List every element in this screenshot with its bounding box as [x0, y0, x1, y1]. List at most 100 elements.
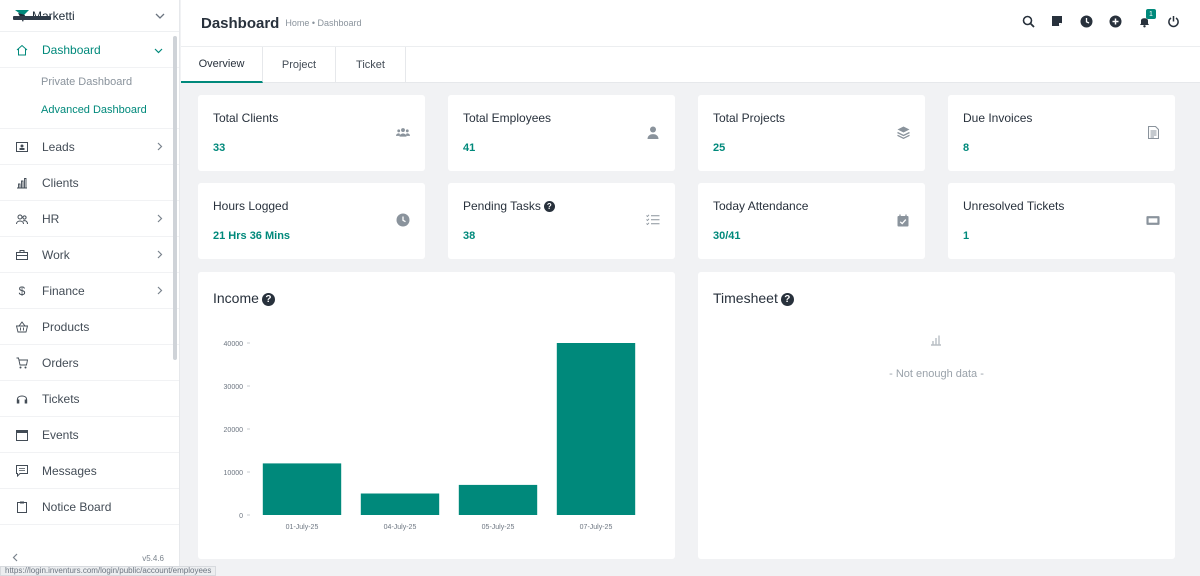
timesheet-card: Timesheet? - Not enough data - [698, 272, 1175, 559]
stat-card-total-employees[interactable]: Total Employees 41 [448, 95, 675, 171]
help-icon[interactable]: ? [780, 293, 794, 306]
calendar-check-icon [896, 213, 910, 227]
stat-value: 8 [963, 142, 970, 154]
sidebar-item-clients[interactable]: Clients [0, 165, 179, 201]
sidebar-item-messages[interactable]: Messages [0, 453, 179, 489]
basket-icon [16, 320, 28, 333]
income-bar[interactable] [360, 493, 440, 516]
sidebar-item-label: Clients [42, 175, 79, 190]
chevron-right-icon [157, 140, 163, 154]
x-tick-label: 05-July-25 [482, 524, 515, 531]
dollar-icon: $ [18, 283, 26, 298]
y-tick-label: 10000 [224, 470, 244, 477]
income-bar[interactable] [262, 463, 342, 515]
chevron-right-icon [157, 212, 163, 226]
ticket-icon [1146, 213, 1160, 227]
notification-badge: 1 [1146, 9, 1156, 19]
stat-title: Today Attendance [713, 199, 809, 213]
chevron-right-icon [157, 248, 163, 262]
stat-card-unresolved-tickets[interactable]: Unresolved Tickets 1 [948, 183, 1175, 259]
browser-status-url: https://login.inventurs.com/login/public… [0, 566, 217, 576]
income-bar[interactable] [556, 343, 636, 515]
search-icon[interactable] [1021, 14, 1035, 28]
stat-card-total-projects[interactable]: Total Projects 25 [698, 95, 925, 171]
clock-icon[interactable] [1079, 14, 1093, 28]
tab-overview[interactable]: Overview [181, 47, 263, 83]
y-tick-label: 30000 [224, 384, 244, 391]
brand-bar: Marketti [0, 0, 179, 32]
sidebar-footer: v5.4.6 [0, 548, 172, 568]
power-icon[interactable] [1166, 14, 1180, 28]
stat-title: Total Employees [463, 111, 552, 125]
sidebar-item-notice-board[interactable]: Notice Board [0, 489, 179, 525]
sidebar-nav: Dashboard Private Dashboard Advanced Das… [0, 32, 179, 525]
sidebar-subitem-private-dashboard[interactable]: Private Dashboard [41, 76, 133, 88]
help-icon[interactable]: ? [543, 201, 555, 212]
sidebar-item-events[interactable]: Events [0, 417, 179, 453]
sidebar-item-hr[interactable]: HR [0, 201, 179, 237]
chart-title-text: Income [213, 290, 259, 306]
task-list-icon [646, 213, 660, 227]
chevron-left-icon[interactable] [12, 553, 18, 564]
stat-title: Due Invoices [963, 111, 1033, 125]
calendar-icon [16, 429, 28, 441]
sidebar-item-label: Work [42, 247, 70, 262]
timesheet-title-text: Timesheet [713, 290, 778, 306]
sidebar-item-leads[interactable]: Leads [0, 129, 179, 165]
help-icon[interactable]: ? [261, 293, 275, 306]
stat-title: Hours Logged [213, 199, 289, 213]
sidebar-item-label: Dashboard [42, 42, 101, 57]
sidebar-item-label: Finance [42, 283, 85, 298]
income-bar[interactable] [458, 484, 538, 515]
y-tick-label: 20000 [224, 427, 244, 434]
bell-icon[interactable]: 1 [1137, 9, 1156, 28]
tab-project[interactable]: Project [263, 47, 336, 83]
page-header: Dashboard Home • Dashboard 1 [181, 0, 1200, 47]
sticky-note-icon[interactable] [1050, 14, 1064, 28]
stat-title: Total Clients [213, 111, 279, 125]
sidebar-scrollbar[interactable] [173, 36, 177, 360]
clipboard-icon [16, 501, 28, 513]
layers-icon [896, 125, 910, 139]
tab-ticket[interactable]: Ticket [336, 47, 406, 83]
y-tick-label: 40000 [224, 341, 244, 348]
stat-card-due-invoices[interactable]: Due Invoices 8 [948, 95, 1175, 171]
sidebar-subitem-advanced-dashboard[interactable]: Advanced Dashboard [41, 104, 147, 116]
x-tick-label: 01-July-25 [286, 524, 319, 531]
invoice-icon [1146, 125, 1160, 139]
id-card-icon [16, 141, 28, 153]
stat-card-hours-logged[interactable]: Hours Logged 21 Hrs 36 Mins [198, 183, 425, 259]
sidebar-item-finance[interactable]: $ Finance [0, 273, 179, 309]
stat-card-total-clients[interactable]: Total Clients 33 [198, 95, 425, 171]
people-icon [16, 213, 28, 225]
sidebar: Marketti Dashboard Private Dashboard Adv… [0, 0, 217, 576]
user-icon [646, 125, 660, 139]
stat-title: Total Projects [713, 111, 786, 125]
stat-value: 33 [213, 142, 226, 154]
chevron-down-icon[interactable] [155, 10, 165, 22]
sidebar-item-orders[interactable]: Orders [0, 345, 179, 381]
cart-icon [16, 357, 28, 369]
plus-circle-icon[interactable] [1108, 14, 1122, 28]
stat-title: Unresolved Tickets [963, 199, 1065, 213]
stat-card-pending-tasks[interactable]: Pending Tasks? 38 [448, 183, 675, 259]
x-tick-label: 04-July-25 [384, 524, 417, 531]
sidebar-item-label: Notice Board [42, 499, 112, 514]
sidebar-item-products[interactable]: Products [0, 309, 179, 345]
sidebar-item-dashboard[interactable]: Dashboard [0, 32, 179, 68]
sidebar-item-tickets[interactable]: Tickets [0, 381, 179, 417]
stat-value: 1 [963, 230, 970, 242]
brand-logo[interactable]: Marketti [13, 9, 75, 23]
bar-chart-icon [16, 177, 28, 189]
sidebar-item-work[interactable]: Work [0, 237, 179, 273]
app-version: v5.4.6 [142, 553, 164, 563]
chevron-right-icon [157, 284, 163, 298]
brand-tagline-bar [13, 16, 51, 20]
header-actions: 1 [1021, 9, 1180, 28]
page-title: Dashboard [201, 14, 280, 32]
stat-title: Pending Tasks? [463, 199, 555, 213]
stat-value: 38 [463, 230, 476, 242]
stat-card-today-attendance[interactable]: Today Attendance 30/41 [698, 183, 925, 259]
chart-title: Income? [213, 290, 275, 306]
chevron-down-icon [154, 43, 163, 57]
